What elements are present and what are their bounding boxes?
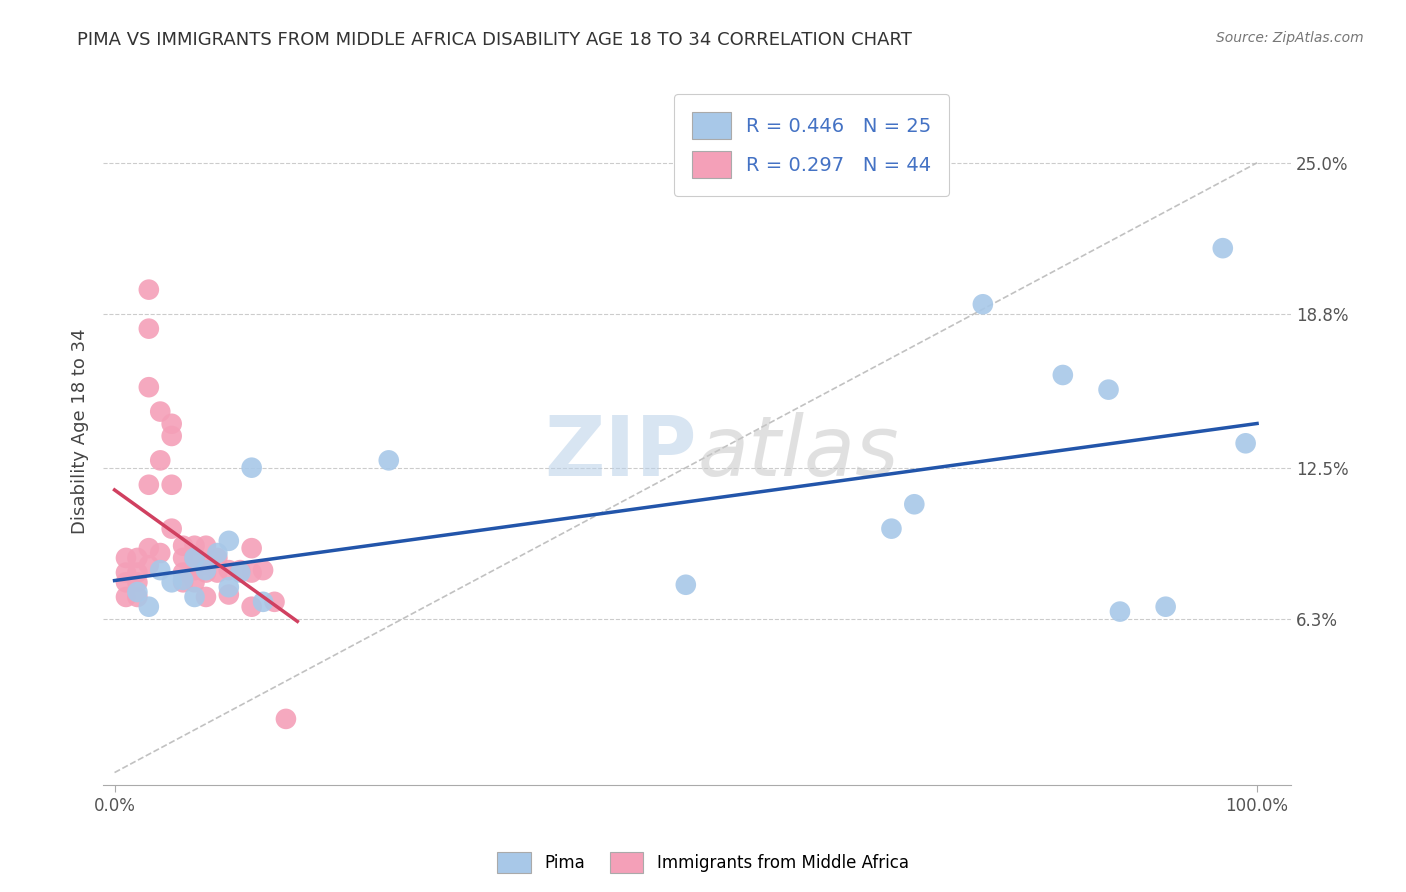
Point [149,563,172,577]
Point [229,566,252,580]
Text: Source: ZipAtlas.com: Source: ZipAtlas.com [1216,31,1364,45]
Point [240,541,263,556]
Point [138,321,160,335]
Point [207,546,229,560]
Point [218,563,240,577]
Point [377,453,399,467]
Point [115,590,138,604]
Y-axis label: Disability Age 18 to 34: Disability Age 18 to 34 [72,328,89,534]
Point [252,563,274,577]
Point [880,522,903,536]
Text: PIMA VS IMMIGRANTS FROM MIDDLE AFRICA DISABILITY AGE 18 TO 34 CORRELATION CHART: PIMA VS IMMIGRANTS FROM MIDDLE AFRICA DI… [77,31,912,49]
Point [115,566,138,580]
Point [218,533,240,548]
Point [160,522,183,536]
Point [138,477,160,491]
Point [127,566,149,580]
Point [127,550,149,565]
Point [1212,241,1234,255]
Point [172,566,194,580]
Point [183,550,205,565]
Point [149,453,172,467]
Point [194,590,217,604]
Point [138,599,160,614]
Point [274,712,297,726]
Point [127,575,149,590]
Point [172,539,194,553]
Point [138,283,160,297]
Point [183,563,205,577]
Point [675,578,697,592]
Point [194,563,217,577]
Point [252,595,274,609]
Point [218,580,240,594]
Text: atlas: atlas [697,412,898,492]
Point [183,539,205,553]
Point [160,575,183,590]
Point [160,429,183,443]
Point [149,546,172,560]
Point [127,590,149,604]
Point [972,297,994,311]
Point [194,539,217,553]
Point [207,550,229,565]
Point [115,550,138,565]
Point [172,550,194,565]
Point [1109,605,1132,619]
Point [1154,599,1177,614]
Point [903,497,925,511]
Point [1234,436,1257,450]
Point [160,417,183,431]
Point [172,573,194,587]
Point [160,477,183,491]
Point [263,595,285,609]
Point [240,460,263,475]
Point [138,558,160,573]
Point [218,587,240,601]
Point [1097,383,1119,397]
Text: ZIP: ZIP [544,412,697,492]
Point [115,575,138,590]
Point [183,575,205,590]
Legend: R = 0.446   N = 25, R = 0.297   N = 44: R = 0.446 N = 25, R = 0.297 N = 44 [675,95,949,196]
Point [149,404,172,418]
Point [172,575,194,590]
Point [194,558,217,573]
Point [207,566,229,580]
Point [127,585,149,599]
Legend: Pima, Immigrants from Middle Africa: Pima, Immigrants from Middle Africa [491,846,915,880]
Point [240,599,263,614]
Point [138,541,160,556]
Point [138,380,160,394]
Point [183,590,205,604]
Point [240,566,263,580]
Point [194,566,217,580]
Point [229,563,252,577]
Point [1052,368,1074,382]
Point [183,550,205,565]
